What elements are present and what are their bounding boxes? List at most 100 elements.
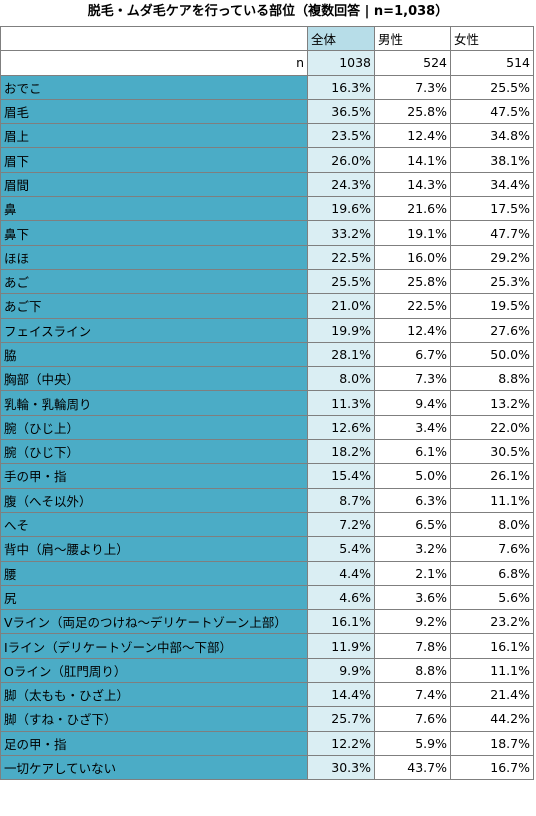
cell-male: 5.0% — [374, 463, 451, 489]
cell-female: 18.7% — [450, 730, 534, 756]
cell-female: 13.2% — [450, 390, 534, 416]
row-label: Vライン（両足のつけね～デリケートゾーン上部） — [0, 609, 308, 635]
cell-male: 6.3% — [374, 487, 451, 513]
cell-total: 21.0% — [307, 293, 375, 319]
table-row: Iライン（デリケートゾーン中部～下部） 11.9% 7.8% 16.1% — [0, 633, 534, 659]
cell-male: 2.1% — [374, 560, 451, 586]
row-label: へそ — [0, 511, 308, 538]
header-total: 全体 — [307, 25, 375, 52]
cell-total: 22.5% — [307, 244, 375, 270]
table-row: 腰 4.4% 2.1% 6.8% — [0, 560, 534, 586]
cell-total: 5.4% — [307, 536, 375, 562]
sample-size-female: 514 — [450, 50, 534, 76]
cell-total: 25.7% — [307, 706, 375, 732]
cell-female: 7.6% — [450, 536, 534, 562]
cell-female: 26.1% — [450, 463, 534, 489]
cell-total: 18.2% — [307, 439, 375, 465]
row-label: 背中（肩～腰より上） — [0, 536, 308, 562]
cell-total: 16.1% — [307, 609, 375, 635]
cell-total: 24.3% — [307, 171, 375, 198]
cell-female: 11.1% — [450, 657, 534, 684]
cell-male: 3.2% — [374, 536, 451, 562]
row-label: おでこ — [0, 74, 308, 100]
table-row: おでこ 16.3% 7.3% 25.5% — [0, 74, 534, 100]
table-title: 脱毛・ムダ毛ケアを行っている部位（複数回答 | n=1,038） — [87, 4, 449, 19]
cell-female: 21.4% — [450, 682, 534, 708]
cell-total: 9.9% — [307, 657, 375, 684]
table-row: 脚（太もも・ひざ上） 14.4% 7.4% 21.4% — [0, 682, 534, 708]
cell-male: 9.4% — [374, 390, 451, 416]
table-row: へそ 7.2% 6.5% 8.0% — [0, 511, 534, 538]
cell-female: 29.2% — [450, 244, 534, 270]
cell-female: 34.8% — [450, 123, 534, 149]
row-label: 乳輪・乳輪周り — [0, 390, 308, 416]
cell-total: 12.2% — [307, 730, 375, 756]
cell-male: 16.0% — [374, 244, 451, 270]
cell-male: 6.7% — [374, 341, 451, 368]
sample-size-total: 1038 — [307, 50, 375, 76]
cell-total: 33.2% — [307, 220, 375, 246]
row-label: 腰 — [0, 560, 308, 586]
table-row: Oライン（肛門周り） 9.9% 8.8% 11.1% — [0, 657, 534, 684]
cell-male: 21.6% — [374, 196, 451, 222]
cell-male: 7.6% — [374, 706, 451, 732]
cell-male: 6.1% — [374, 439, 451, 465]
cell-female: 47.5% — [450, 98, 534, 125]
cell-female: 30.5% — [450, 439, 534, 465]
cell-male: 8.8% — [374, 657, 451, 684]
table-row: 腕（ひじ上） 12.6% 3.4% 22.0% — [0, 414, 534, 441]
cell-total: 23.5% — [307, 123, 375, 149]
cell-male: 14.3% — [374, 171, 451, 198]
row-label: フェイスライン — [0, 317, 308, 343]
header-male: 男性 — [374, 25, 451, 52]
header-female: 女性 — [450, 25, 534, 52]
table-row: 脇 28.1% 6.7% 50.0% — [0, 341, 534, 368]
row-label: 鼻 — [0, 196, 308, 222]
sample-size-label: n — [0, 50, 308, 76]
cell-female: 44.2% — [450, 706, 534, 732]
cell-total: 14.4% — [307, 682, 375, 708]
table-row: あご 25.5% 25.8% 25.3% — [0, 268, 534, 295]
cell-female: 23.2% — [450, 609, 534, 635]
cell-male: 7.3% — [374, 74, 451, 100]
sample-size-row: n 1038 524 514 — [0, 50, 534, 76]
cell-total: 12.6% — [307, 414, 375, 441]
header-row: 全体 男性 女性 — [0, 25, 534, 52]
cell-male: 7.4% — [374, 682, 451, 708]
row-label: 眉下 — [0, 147, 308, 173]
cell-total: 7.2% — [307, 511, 375, 538]
cell-male: 3.4% — [374, 414, 451, 441]
cell-female: 11.1% — [450, 487, 534, 513]
cell-male: 7.8% — [374, 633, 451, 659]
cell-female: 17.5% — [450, 196, 534, 222]
table-row: 鼻 19.6% 21.6% 17.5% — [0, 196, 534, 222]
cell-female: 16.7% — [450, 754, 534, 781]
cell-total: 4.4% — [307, 560, 375, 586]
table-row: 眉下 26.0% 14.1% 38.1% — [0, 147, 534, 173]
row-label: 腕（ひじ上） — [0, 414, 308, 441]
row-label: Oライン（肛門周り） — [0, 657, 308, 684]
cell-male: 14.1% — [374, 147, 451, 173]
table-row: 眉毛 36.5% 25.8% 47.5% — [0, 98, 534, 125]
cell-female: 8.0% — [450, 511, 534, 538]
cell-male: 6.5% — [374, 511, 451, 538]
row-label: 眉間 — [0, 171, 308, 198]
cell-total: 25.5% — [307, 268, 375, 295]
cell-female: 5.6% — [450, 584, 534, 611]
row-label: 一切ケアしていない — [0, 754, 308, 781]
cell-female: 6.8% — [450, 560, 534, 586]
row-label: 尻 — [0, 584, 308, 611]
row-label: 胸部（中央） — [0, 366, 308, 392]
cell-female: 22.0% — [450, 414, 534, 441]
table-row: あご下 21.0% 22.5% 19.5% — [0, 293, 534, 319]
row-label: あご下 — [0, 293, 308, 319]
table-row: 眉上 23.5% 12.4% 34.8% — [0, 123, 534, 149]
cell-total: 28.1% — [307, 341, 375, 368]
row-label: ほほ — [0, 244, 308, 270]
cell-female: 8.8% — [450, 366, 534, 392]
cell-female: 50.0% — [450, 341, 534, 368]
cell-female: 47.7% — [450, 220, 534, 246]
cell-male: 7.3% — [374, 366, 451, 392]
row-label: あご — [0, 268, 308, 295]
table-row: 背中（肩～腰より上） 5.4% 3.2% 7.6% — [0, 536, 534, 562]
